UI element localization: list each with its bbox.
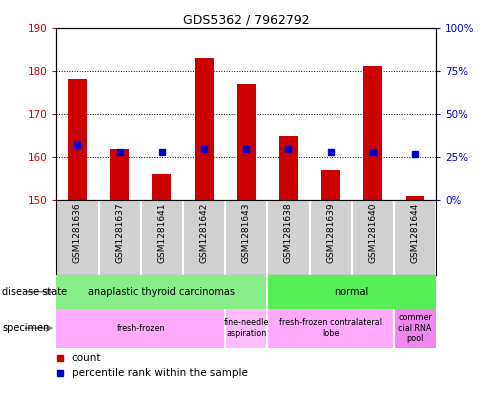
Text: GSM1281640: GSM1281640: [368, 203, 377, 263]
Bar: [363, 66, 382, 200]
Bar: [394, 309, 436, 348]
Text: GSM1281639: GSM1281639: [326, 203, 335, 263]
Bar: [110, 149, 129, 200]
Text: commer
cial RNA
pool: commer cial RNA pool: [398, 313, 432, 343]
Text: fresh-frozen: fresh-frozen: [117, 324, 165, 332]
Text: GSM1281638: GSM1281638: [284, 203, 293, 263]
Bar: [56, 309, 225, 348]
Text: count: count: [72, 353, 101, 363]
Text: disease state: disease state: [2, 287, 68, 297]
Text: GSM1281641: GSM1281641: [157, 203, 166, 263]
Bar: [225, 309, 268, 348]
Text: specimen: specimen: [2, 323, 49, 333]
Bar: [68, 79, 87, 200]
Text: normal: normal: [335, 287, 369, 297]
Bar: [152, 174, 171, 200]
Bar: [406, 196, 424, 200]
Text: GSM1281643: GSM1281643: [242, 203, 251, 263]
Text: GSM1281644: GSM1281644: [411, 203, 419, 263]
Bar: [237, 84, 256, 200]
Text: GSM1281636: GSM1281636: [73, 203, 82, 263]
Bar: [268, 309, 394, 348]
Bar: [321, 170, 340, 200]
Text: GSM1281642: GSM1281642: [199, 203, 209, 263]
Text: fine-needle
aspiration: fine-needle aspiration: [223, 318, 269, 338]
Bar: [56, 275, 268, 309]
Text: anaplastic thyroid carcinomas: anaplastic thyroid carcinomas: [88, 287, 235, 297]
Text: fresh-frozen contralateral
lobe: fresh-frozen contralateral lobe: [279, 318, 382, 338]
Bar: [279, 136, 298, 200]
Text: percentile rank within the sample: percentile rank within the sample: [72, 368, 247, 378]
Bar: [268, 275, 436, 309]
Title: GDS5362 / 7962792: GDS5362 / 7962792: [183, 13, 310, 26]
Bar: [195, 58, 214, 200]
Text: GSM1281637: GSM1281637: [115, 203, 124, 263]
